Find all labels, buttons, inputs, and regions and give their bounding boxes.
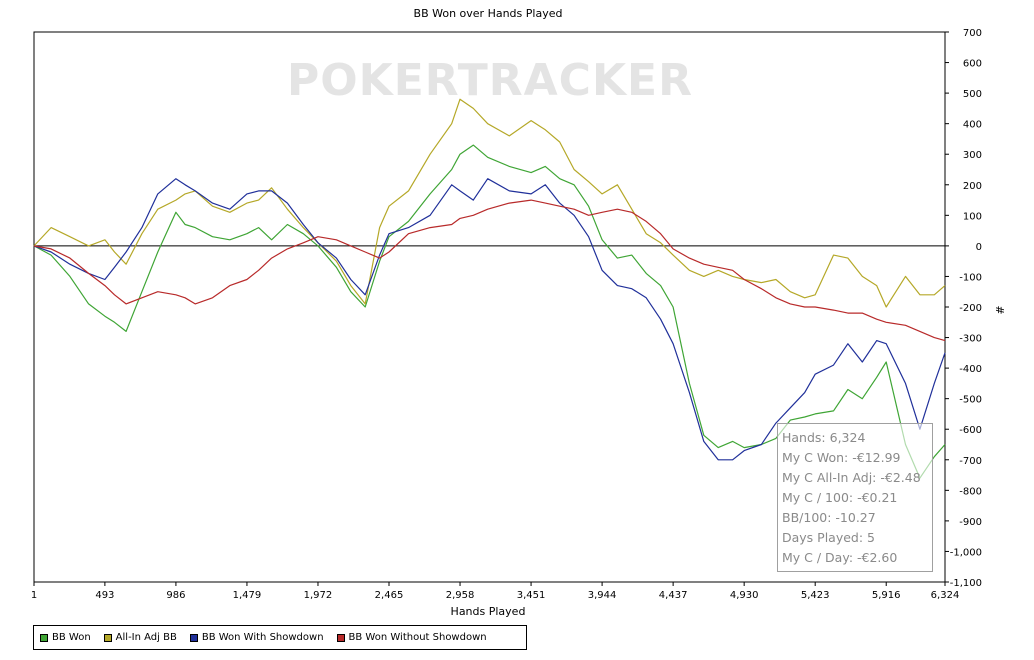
series-line-bb-won-with-showdown bbox=[33, 178, 946, 461]
chart-title: BB Won over Hands Played bbox=[414, 7, 563, 20]
legend-swatch bbox=[336, 633, 345, 642]
legend-label: All-In Adj BB bbox=[115, 632, 177, 643]
x-tick-label: 3,944 bbox=[588, 590, 617, 601]
y-tick-label: 500 bbox=[963, 89, 982, 100]
y-tick-label: -900 bbox=[959, 517, 982, 528]
y-tick-label: -300 bbox=[959, 334, 982, 345]
stats-panel: Hands: 6,324 My C Won: -€12.99 My C All-… bbox=[777, 423, 933, 572]
x-tick-label: 986 bbox=[166, 590, 185, 601]
x-tick-label: 6,324 bbox=[931, 590, 960, 601]
y-tick-label: -700 bbox=[959, 456, 982, 467]
x-tick-label: 3,451 bbox=[517, 590, 546, 601]
y-tick-label: 600 bbox=[963, 59, 982, 70]
series-layer bbox=[33, 98, 946, 479]
x-tick-label: 2,465 bbox=[375, 590, 404, 601]
x-tick-label: 1,479 bbox=[233, 590, 262, 601]
legend-label: BB Won With Showdown bbox=[201, 632, 324, 643]
x-tick-label: 1 bbox=[31, 590, 37, 601]
y-axis-label: # bbox=[993, 305, 1006, 314]
x-axis: 1 493 986 1,479 1,972 2,465 2,958 3,451 3,944 4,4… bbox=[31, 582, 960, 601]
x-tick-label: 5,423 bbox=[801, 590, 830, 601]
y-tick-label: 0 bbox=[976, 242, 982, 253]
legend: BB Won All-In Adj BB BB Won With Showdow… bbox=[33, 625, 527, 650]
y-tick-label: 100 bbox=[963, 211, 982, 222]
legend-item-with-showdown[interactable]: BB Won With Showdown bbox=[189, 632, 324, 643]
y-tick-label: -800 bbox=[959, 486, 982, 497]
legend-swatch bbox=[189, 633, 198, 642]
x-tick-label: 2,958 bbox=[446, 590, 475, 601]
y-tick-label: 300 bbox=[963, 150, 982, 161]
y-tick-label: -1,100 bbox=[950, 578, 982, 589]
series-line-all-in-adj-bb bbox=[33, 98, 946, 308]
x-axis-label: Hands Played bbox=[451, 605, 526, 618]
legend-item-bb-won[interactable]: BB Won bbox=[40, 632, 91, 643]
legend-item-all-in-adj[interactable]: All-In Adj BB bbox=[103, 632, 177, 643]
x-tick-label: 4,930 bbox=[730, 590, 759, 601]
stat-bb100: BB/100: -10.27 bbox=[782, 510, 876, 525]
legend-swatch bbox=[103, 633, 112, 642]
watermark: POKERTRACKER bbox=[287, 55, 693, 106]
stat-won: My C Won: -€12.99 bbox=[782, 450, 901, 465]
y-tick-label: 200 bbox=[963, 181, 982, 192]
stat-per100: My C / 100: -€0.21 bbox=[782, 490, 898, 505]
y-tick-label: 400 bbox=[963, 120, 982, 131]
y-tick-label: -400 bbox=[959, 364, 982, 375]
stat-perday: My C / Day: -€2.60 bbox=[782, 550, 898, 565]
x-tick-label: 4,437 bbox=[659, 590, 688, 601]
y-tick-label: -600 bbox=[959, 425, 982, 436]
y-tick-label: -500 bbox=[959, 395, 982, 406]
series-line-bb-won bbox=[33, 144, 946, 479]
y-tick-label: 700 bbox=[963, 28, 982, 39]
x-tick-label: 493 bbox=[95, 590, 114, 601]
stat-days: Days Played: 5 bbox=[782, 530, 875, 545]
y-tick-label: -100 bbox=[959, 272, 982, 283]
legend-item-without-showdown[interactable]: BB Won Without Showdown bbox=[336, 632, 487, 643]
y-tick-label: -200 bbox=[959, 303, 982, 314]
y-axis: 700 600 500 400 300 200 100 0 -100 -200 -300 -400 -5… bbox=[945, 28, 982, 589]
stat-hands: Hands: 6,324 bbox=[782, 430, 866, 445]
stat-allin: My C All-In Adj: -€2.48 bbox=[782, 470, 921, 485]
legend-swatch bbox=[40, 633, 48, 642]
legend-label: BB Won bbox=[52, 632, 91, 643]
legend-label: BB Won Without Showdown bbox=[348, 632, 487, 643]
y-tick-label: -1,000 bbox=[950, 547, 982, 558]
x-tick-label: 5,916 bbox=[872, 590, 901, 601]
x-tick-label: 1,972 bbox=[304, 590, 333, 601]
series-line-bb-won-without-showdown bbox=[33, 199, 946, 342]
